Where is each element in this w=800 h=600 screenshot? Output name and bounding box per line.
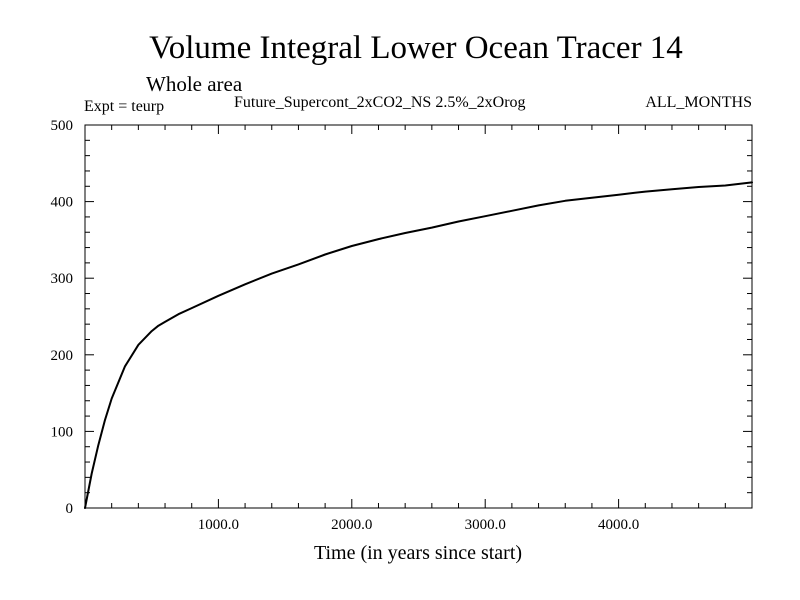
chart-subtitle: Whole area (146, 72, 243, 96)
x-tick-label: 4000.0 (598, 517, 639, 533)
experiment-label: Expt = teurp (84, 98, 164, 115)
chart-title: Volume Integral Lower Ocean Tracer 14 (149, 30, 683, 66)
y-tick-label: 200 (51, 348, 74, 364)
run-name-label: Future_Supercont_2xCO2_NS 2.5%_2xOrog (234, 94, 526, 111)
y-tick-label: 0 (66, 501, 74, 517)
months-label: ALL_MONTHS (645, 94, 752, 111)
y-tick-label: 400 (51, 195, 74, 211)
x-tick-label: 3000.0 (465, 517, 506, 533)
y-tick-label: 300 (51, 271, 74, 287)
y-tick-label: 100 (51, 424, 74, 440)
series-line (84, 181, 753, 509)
x-axis-label: Time (in years since start) (314, 542, 522, 564)
y-tick-label: 500 (51, 118, 74, 134)
x-tick-label: 2000.0 (331, 517, 372, 533)
plot-frame (84, 124, 753, 509)
axis-ticks (85, 125, 752, 508)
tick-labels: 1000.0 2000.0 3000.0 4000.0 0 100 200 300 400 500 (51, 118, 640, 533)
x-tick-label: 1000.0 (198, 517, 239, 533)
